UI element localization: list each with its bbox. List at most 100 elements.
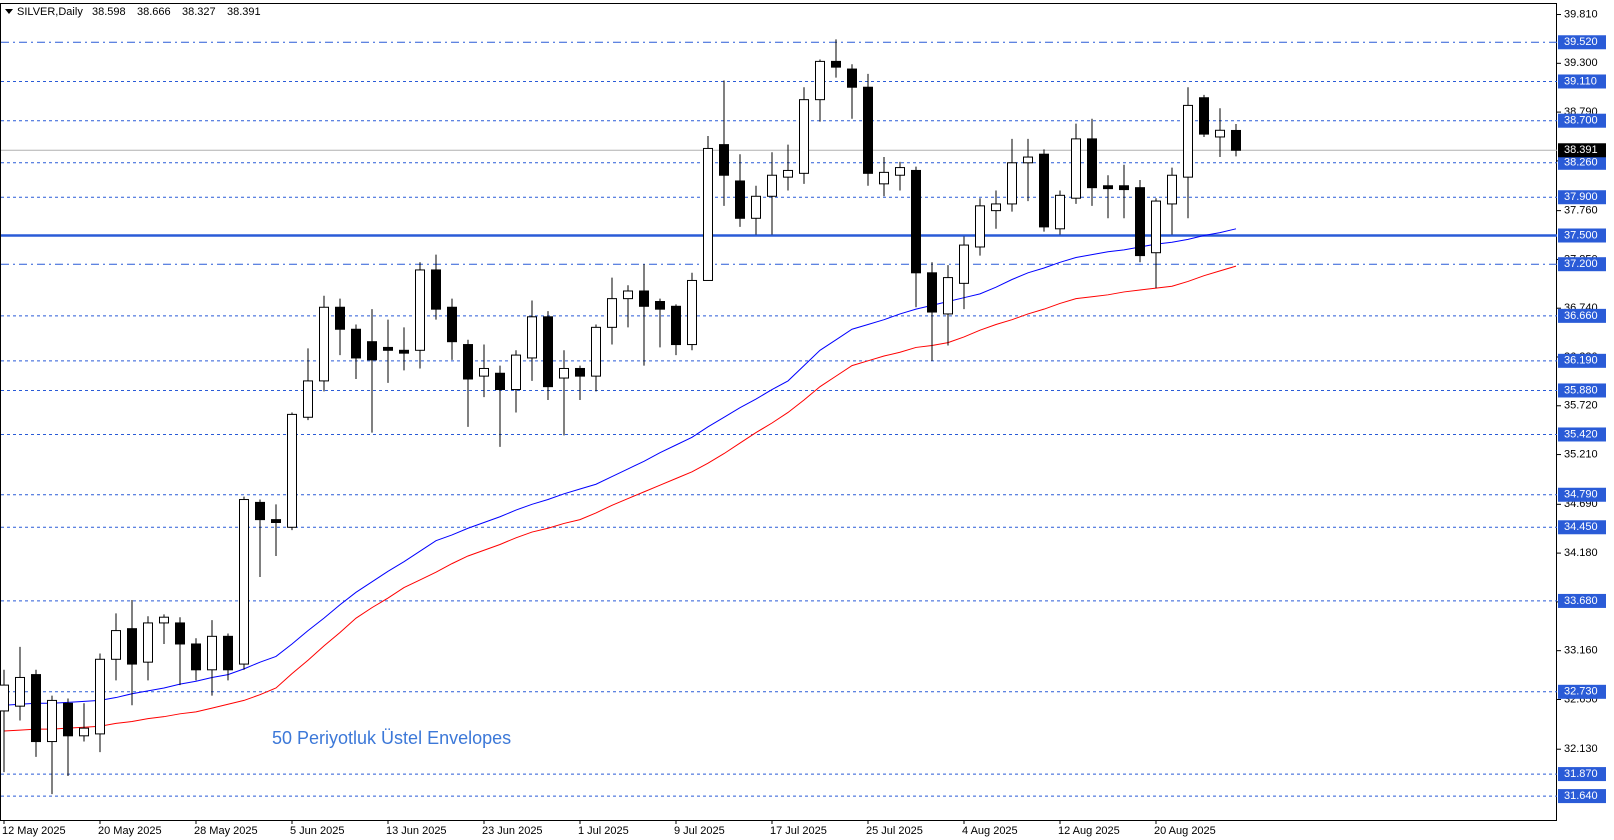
candle-body — [1103, 185, 1113, 190]
candle-body — [591, 326, 601, 377]
candle-body — [207, 635, 217, 671]
candle-body — [975, 205, 985, 248]
x-tick-label: 17 Jul 2025 — [770, 825, 827, 837]
candle-body — [1071, 138, 1081, 199]
x-tick-label: 20 May 2025 — [98, 825, 162, 837]
level-label: 31.640 — [1564, 790, 1598, 802]
candle-body — [143, 622, 153, 663]
candle-body — [991, 203, 1001, 212]
candle-body — [495, 372, 505, 391]
candle-body — [1215, 129, 1225, 138]
level-label-box — [1558, 113, 1606, 128]
candle-body — [1151, 200, 1161, 254]
level-label: 37.200 — [1564, 258, 1598, 270]
candle-body — [367, 341, 377, 361]
candle-body — [159, 616, 169, 624]
level-label-box — [1558, 353, 1606, 368]
candle-body — [319, 306, 329, 382]
candle-body — [335, 306, 345, 330]
level-label: 33.680 — [1564, 595, 1598, 607]
candle-body — [831, 60, 841, 68]
candle-body — [607, 298, 617, 328]
level-label-box — [1558, 155, 1606, 170]
level-label-box — [1558, 35, 1606, 50]
level-label: 38.700 — [1564, 115, 1598, 127]
level-label: 39.110 — [1564, 75, 1597, 87]
candle-body — [415, 269, 425, 351]
plot-frame — [0, 3, 1557, 821]
level-label: 37.900 — [1564, 191, 1598, 203]
candle-body — [79, 727, 89, 737]
y-tick-label: 39.810 — [1564, 8, 1598, 20]
candle-body — [223, 635, 233, 671]
level-label-box — [1558, 228, 1606, 243]
candle-body — [847, 68, 857, 88]
candle-body — [47, 699, 57, 743]
candle-body — [31, 674, 41, 743]
level-label-box — [1558, 789, 1606, 804]
candle-body — [655, 301, 665, 310]
candle-body — [383, 346, 393, 351]
level-label: 36.190 — [1564, 355, 1598, 367]
level-label-box — [1558, 308, 1606, 323]
header-value: 38.598 — [92, 6, 126, 18]
annotation: 50 Periyotluk Üstel Envelopes — [272, 728, 511, 748]
x-tick-label: 9 Jul 2025 — [674, 825, 725, 837]
candle-body — [1167, 174, 1177, 205]
level-label-box — [1558, 767, 1606, 782]
candle-body — [943, 277, 953, 315]
header-value: 38.666 — [137, 6, 171, 18]
candle-body — [0, 684, 9, 712]
candle-body — [463, 344, 473, 380]
candle-body — [1023, 156, 1033, 164]
x-tick-label: 12 May 2025 — [2, 825, 66, 837]
level-label: 39.520 — [1564, 36, 1598, 48]
candle-body — [447, 306, 457, 343]
candle-body — [1231, 129, 1241, 151]
header-value: 38.327 — [182, 6, 216, 18]
candle-body — [719, 144, 729, 176]
candle-body — [351, 328, 361, 359]
y-tick-label: 32.130 — [1564, 743, 1598, 755]
candle-body — [431, 269, 441, 310]
level-label: 37.500 — [1564, 229, 1598, 241]
candle-body — [127, 628, 137, 665]
candle-body — [959, 244, 969, 284]
candle-body — [1087, 138, 1097, 189]
candle-body — [239, 499, 249, 665]
level-label-box — [1558, 593, 1606, 608]
candle-body — [271, 519, 281, 523]
menu-triangle[interactable] — [5, 9, 13, 14]
x-tick-label: 12 Aug 2025 — [1058, 825, 1120, 837]
candle-body — [15, 676, 25, 707]
candle-body — [895, 167, 905, 176]
candle-body — [879, 171, 889, 185]
candle-body — [511, 354, 521, 391]
candle-body — [63, 702, 73, 737]
candle-body — [1199, 97, 1209, 135]
level-label-box — [1558, 190, 1606, 205]
candle-body — [1007, 162, 1017, 205]
candle-body — [639, 290, 649, 307]
level-label: 32.730 — [1564, 686, 1598, 698]
level-label: 34.450 — [1564, 521, 1598, 533]
y-tick-label: 33.160 — [1564, 645, 1598, 657]
level-label-box — [1558, 487, 1606, 502]
candle-body — [767, 174, 777, 197]
y-tick-label: 34.180 — [1564, 547, 1598, 559]
candle-body — [1039, 153, 1049, 228]
candle-body — [255, 501, 265, 521]
y-tick-label: 37.760 — [1564, 205, 1598, 217]
x-tick-label: 28 May 2025 — [194, 825, 258, 837]
candle-body — [1183, 104, 1193, 178]
level-label: 36.660 — [1564, 310, 1598, 322]
candle-body — [95, 658, 105, 735]
candle-body — [1119, 185, 1129, 191]
y-tick-label: 35.720 — [1564, 400, 1598, 412]
header-value: 38.391 — [227, 6, 261, 18]
level-label-box — [1558, 427, 1606, 442]
candle-body — [527, 316, 537, 359]
candle-body — [815, 60, 825, 101]
candle-body — [671, 305, 681, 346]
